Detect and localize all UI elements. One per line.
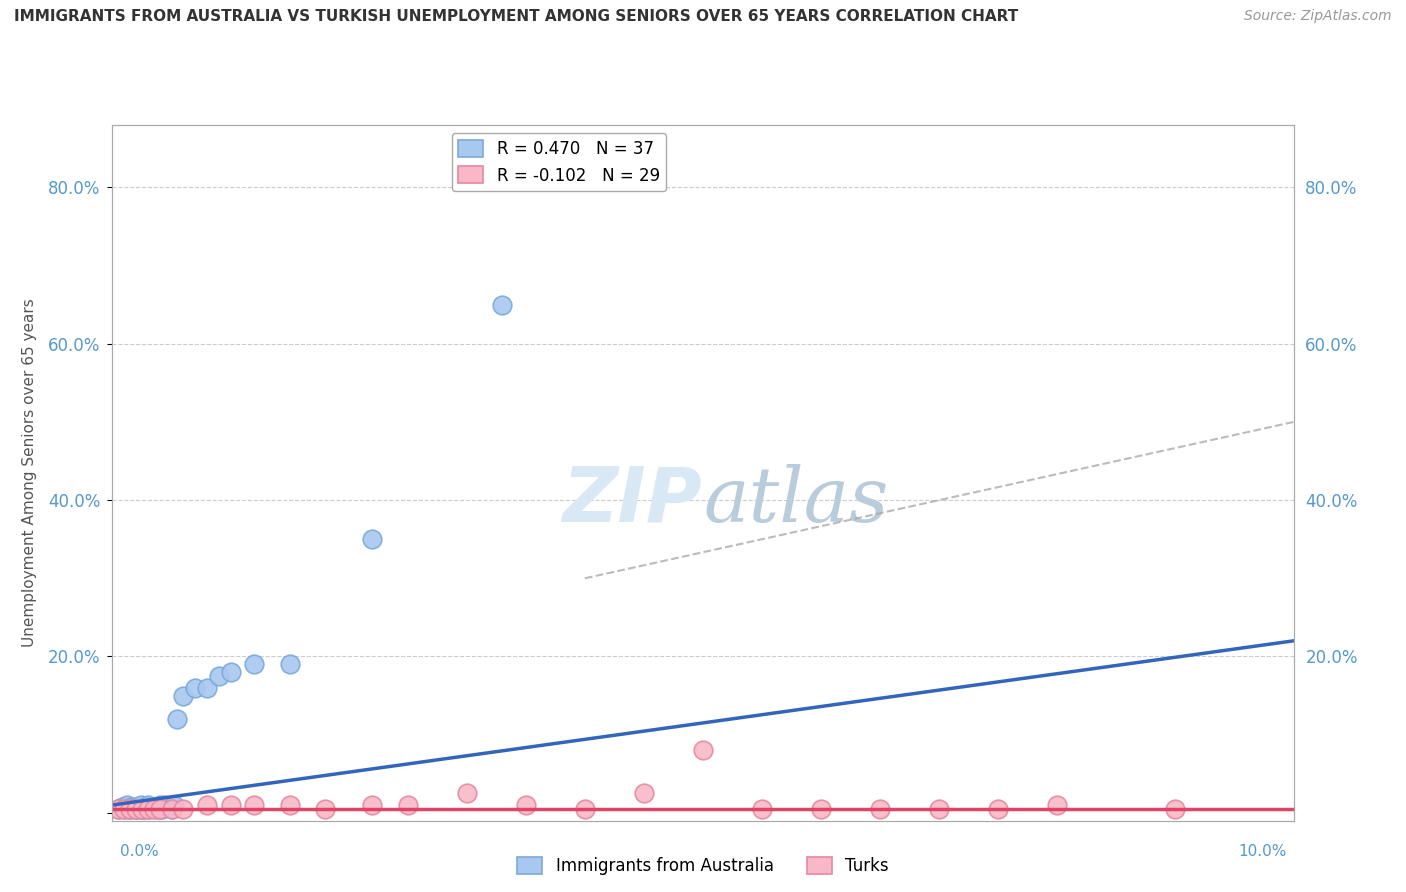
Point [278,797,301,812]
Point [633,786,655,800]
Point [139,802,162,816]
Point [396,797,419,812]
Point [135,802,157,816]
Point [153,797,176,812]
Point [491,298,513,312]
Point [243,797,266,812]
Text: 0.0%: 0.0% [120,845,159,859]
Point [120,802,142,816]
Point [195,797,218,812]
Text: ZIP: ZIP [564,464,703,538]
Point [149,797,172,812]
Point [869,802,891,816]
Point [163,797,186,812]
Point [127,802,149,816]
Point [111,799,134,814]
Point [361,532,384,546]
Point [107,802,129,816]
Point [136,802,159,816]
Point [132,802,155,816]
Point [278,657,301,672]
Point [1164,802,1187,816]
Point [172,689,194,703]
Text: Source: ZipAtlas.com: Source: ZipAtlas.com [1244,9,1392,23]
Point [1046,797,1069,812]
Point [166,712,188,726]
Y-axis label: Unemployment Among Seniors over 65 years: Unemployment Among Seniors over 65 years [22,299,37,647]
Point [574,802,596,816]
Point [160,802,183,816]
Point [118,802,141,816]
Point [219,797,242,812]
Legend: Immigrants from Australia, Turks: Immigrants from Australia, Turks [510,850,896,882]
Point [125,802,148,816]
Point [195,681,218,695]
Point [125,802,148,816]
Point [112,802,135,816]
Point [112,802,135,816]
Point [149,802,172,816]
Point [208,669,231,683]
Point [219,665,242,679]
Text: IMMIGRANTS FROM AUSTRALIA VS TURKISH UNEMPLOYMENT AMONG SENIORS OVER 65 YEARS CO: IMMIGRANTS FROM AUSTRALIA VS TURKISH UNE… [14,9,1018,24]
Text: 10.0%: 10.0% [1239,845,1286,859]
Text: atlas: atlas [703,464,889,538]
Point [107,802,129,816]
Point [751,802,773,816]
Point [143,799,166,814]
Point [987,802,1010,816]
Point [115,797,138,812]
Point [120,799,142,814]
Point [515,797,537,812]
Point [146,802,169,816]
Point [243,657,266,672]
Point [142,802,165,816]
Point [150,802,173,816]
Point [928,802,950,816]
Point [131,802,153,816]
Point [122,802,145,816]
Point [361,797,384,812]
Point [692,743,714,757]
Point [184,681,207,695]
Point [136,799,159,814]
Point [120,802,142,816]
Point [314,802,336,816]
Point [125,799,148,814]
Point [131,802,153,816]
Point [172,802,194,816]
Point [160,802,183,816]
Point [136,797,159,812]
Point [129,797,152,812]
Point [810,802,832,816]
Point [456,786,478,800]
Point [142,799,165,814]
Point [149,802,172,816]
